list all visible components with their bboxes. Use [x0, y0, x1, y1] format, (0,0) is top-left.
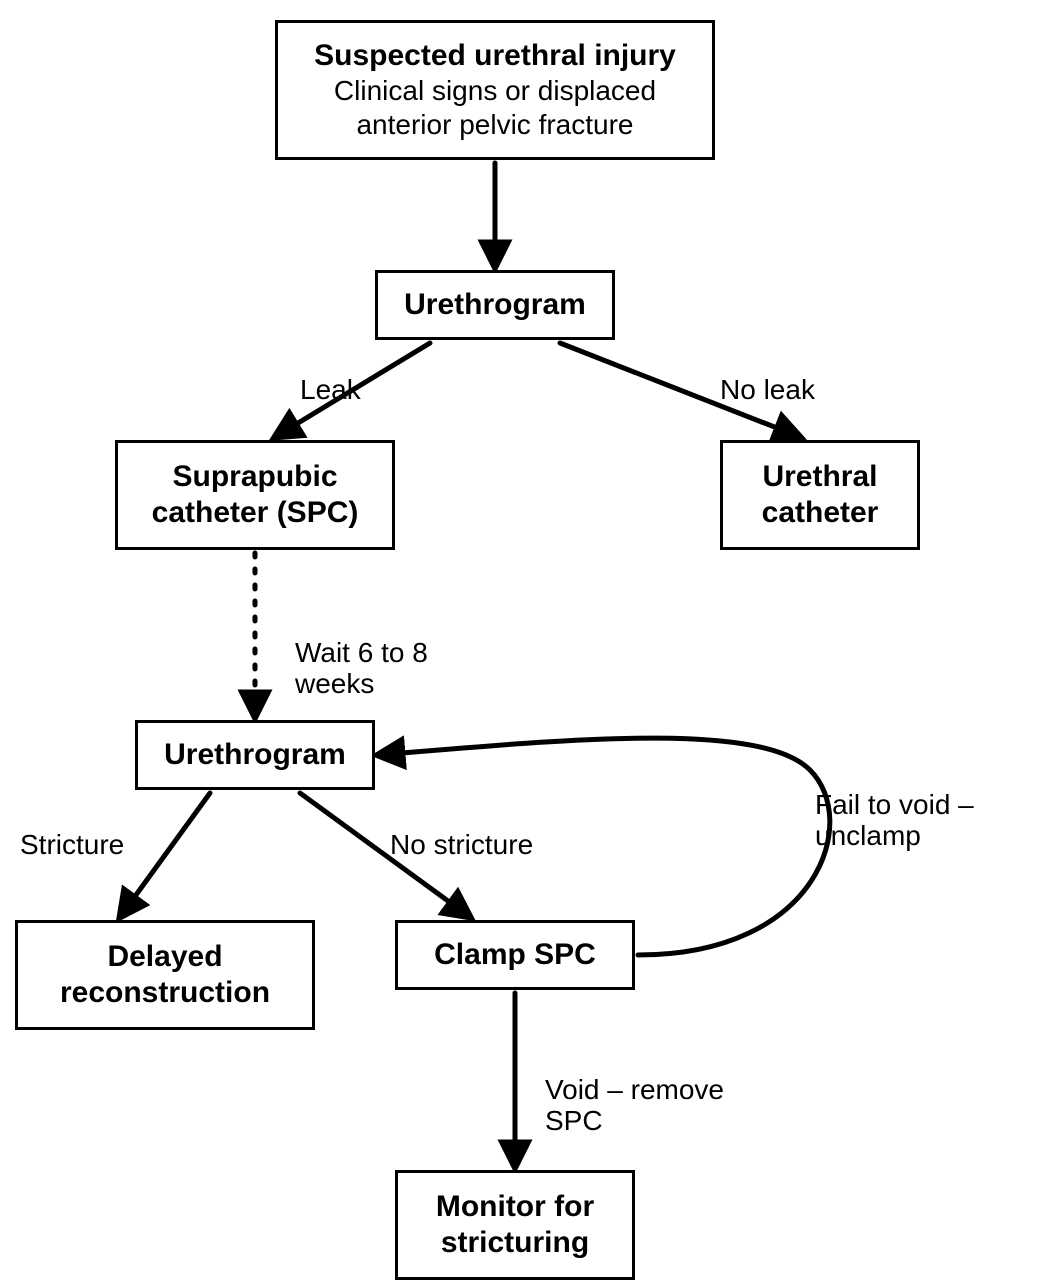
node-title: Delayed reconstruction [32, 939, 298, 1011]
node-n7: Clamp SPC [395, 920, 635, 990]
edge-label-wait: Wait 6 to 8 weeks [295, 638, 495, 700]
node-n4: Urethral catheter [720, 440, 920, 550]
node-title: Urethrogram [404, 287, 586, 323]
node-n6: Delayed reconstruction [15, 920, 315, 1030]
node-n5: Urethrogram [135, 720, 375, 790]
node-title: Urethrogram [164, 737, 346, 773]
node-n3: Suprapubic catheter (SPC) [115, 440, 395, 550]
edge-e5 [120, 793, 210, 917]
node-n8: Monitor for stricturing [395, 1170, 635, 1280]
edge-label-nostricture: No stricture [390, 830, 533, 861]
node-n1: Suspected urethral injuryClinical signs … [275, 20, 715, 160]
edge-label-void: Void – remove SPC [545, 1075, 745, 1137]
node-title: Suprapubic catheter (SPC) [132, 459, 378, 531]
node-title: Urethral catheter [737, 459, 903, 531]
edge-label-leak: Leak [300, 375, 361, 406]
edge-label-fail: Fail to void – unclamp [815, 790, 1015, 852]
node-subtitle: Clinical signs or displaced anterior pel… [292, 74, 698, 141]
flowchart-stage: Suspected urethral injuryClinical signs … [0, 0, 1046, 1280]
node-n2: Urethrogram [375, 270, 615, 340]
node-title: Monitor for stricturing [412, 1189, 618, 1261]
edge-label-stricture: Stricture [20, 830, 124, 861]
edges-layer [0, 0, 1046, 1280]
node-title: Suspected urethral injury [314, 38, 676, 74]
edge-label-noleak: No leak [720, 375, 815, 406]
node-title: Clamp SPC [434, 937, 596, 973]
